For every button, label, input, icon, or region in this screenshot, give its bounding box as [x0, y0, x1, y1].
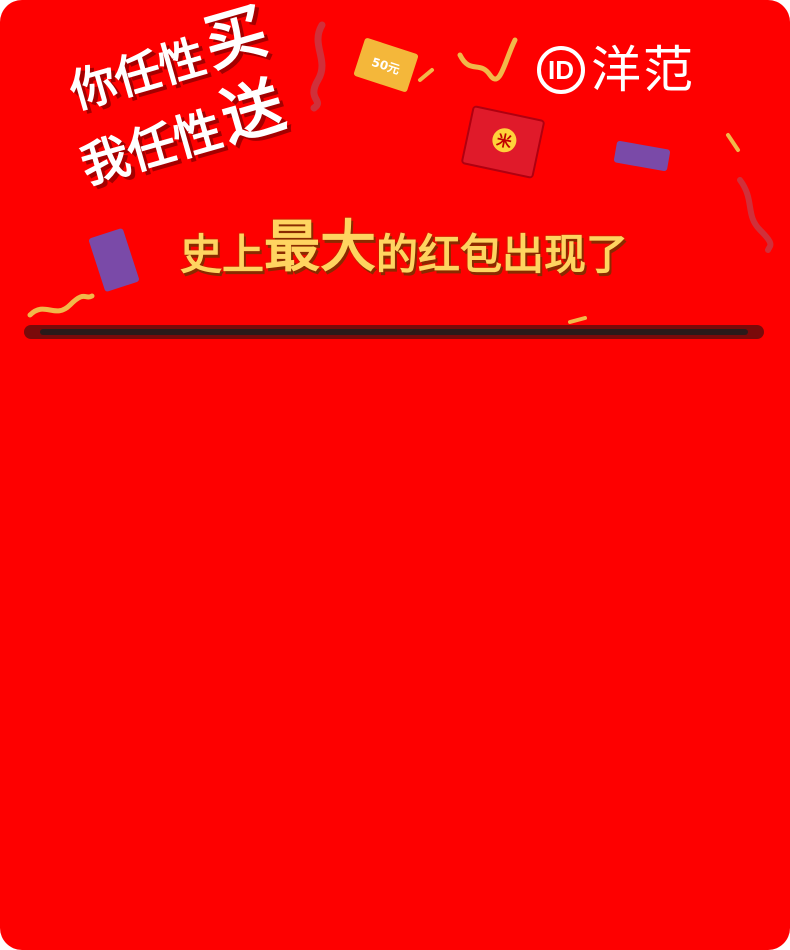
headline: 史上 最大 的红包出现了 — [180, 220, 628, 276]
headline-part-2: 最大 — [264, 215, 377, 280]
divider-bar — [24, 325, 764, 339]
slogan-line-2-big: 送 — [212, 67, 293, 156]
ticket-label: 50元 — [370, 54, 402, 77]
headline-part-1: 史上 — [180, 230, 265, 279]
ribbon-streamer — [726, 133, 740, 152]
headline-part-3: 的红包出现了 — [376, 230, 629, 279]
packet-seal: 米 — [490, 126, 519, 155]
ribbon-streamer — [568, 316, 587, 324]
ribbon-streamer — [27, 293, 95, 318]
ribbon-streamer — [457, 37, 518, 82]
logo-text: 洋范 — [591, 41, 695, 99]
divider-bar-inner — [40, 329, 748, 335]
logo-mark-icon: ID — [537, 46, 585, 94]
brand-logo: ID 洋范 — [537, 45, 695, 95]
ribbon-streamer — [418, 68, 434, 82]
confetti-decoration — [27, 21, 774, 324]
ribbon-streamer — [310, 21, 326, 112]
ribbon-streamer — [737, 177, 774, 253]
